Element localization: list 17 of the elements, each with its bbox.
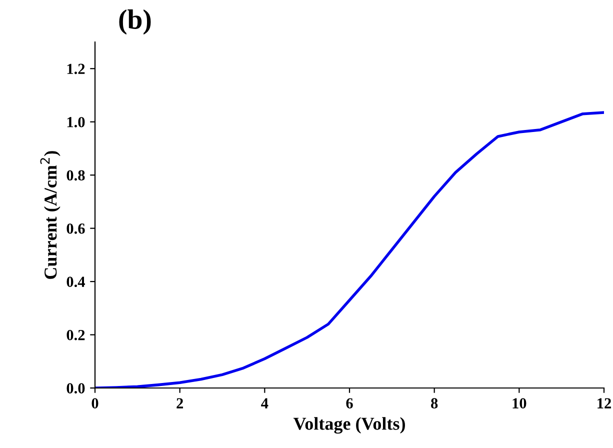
x-tick-label: 0 <box>92 398 98 408</box>
x-tick-label: 2 <box>176 398 183 408</box>
y-tick-label: 1.2 <box>67 64 85 74</box>
x-tick-label: 8 <box>431 398 438 408</box>
y-tick-label: 0.2 <box>66 330 85 340</box>
x-tick-label: 6 <box>346 398 353 408</box>
chart-title: (b) <box>119 9 151 35</box>
y-tick-label: 0.0 <box>66 383 85 394</box>
y-tick-label: 0.6 <box>66 223 85 234</box>
y-tick-label: 0.8 <box>66 170 85 181</box>
y-tick-label: 0.4 <box>66 276 85 288</box>
y-axis-title: Current (A/cm$^{2}$) <box>40 151 60 279</box>
x-tick-label: 10 <box>512 398 526 408</box>
y-tick-label: 1.0 <box>67 116 85 128</box>
x-tick-label: 12 <box>598 398 611 408</box>
x-tick-label: 4 <box>261 398 268 408</box>
x-axis-title: Voltage (Volts) <box>293 417 405 434</box>
